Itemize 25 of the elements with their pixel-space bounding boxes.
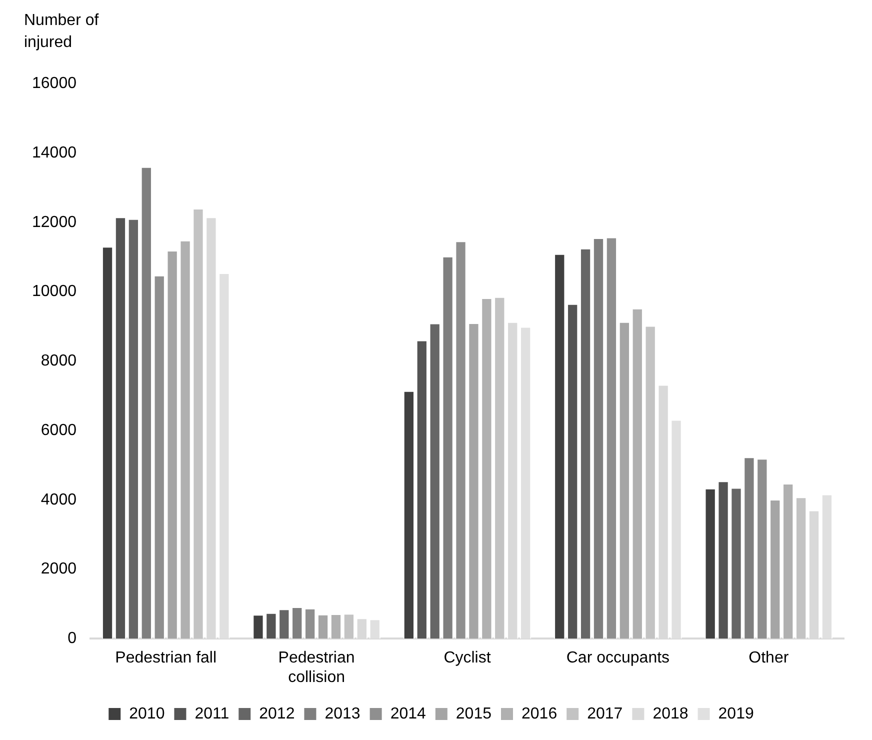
x-tick-label: Cyclist	[444, 650, 492, 667]
y-tick-label: 2000	[40, 560, 77, 578]
legend-label: 2013	[324, 705, 360, 722]
y-tick-label: 10000	[32, 283, 77, 300]
legend-label: 2015	[456, 705, 492, 722]
y-tick-label: 6000	[40, 422, 77, 439]
legend-label: 2010	[129, 705, 165, 722]
legend-label: 2012	[259, 705, 295, 722]
x-tick-label: Pedestrian fall	[115, 650, 217, 667]
x-tick-label: Pedestrian collision	[278, 650, 355, 686]
legend-label: 2014	[390, 705, 426, 722]
y-tick-label: 14000	[32, 144, 77, 162]
legend-label: 2018	[652, 705, 688, 722]
y-tick-label: 16000	[32, 75, 77, 92]
x-tick-label: Car occupants	[566, 650, 670, 667]
y-tick-label: 4000	[40, 491, 77, 508]
x-tick-label: Other	[748, 650, 790, 667]
legend-label: 2011	[194, 705, 230, 722]
legend-label: 2017	[587, 705, 623, 722]
y-axis-title: Number of injured	[24, 11, 100, 53]
legend-label: 2019	[718, 705, 754, 722]
legend-label: 2016	[522, 705, 558, 722]
y-tick-label: 8000	[40, 352, 77, 370]
y-tick-label: 12000	[32, 214, 77, 231]
y-tick-label: 0	[68, 630, 77, 648]
